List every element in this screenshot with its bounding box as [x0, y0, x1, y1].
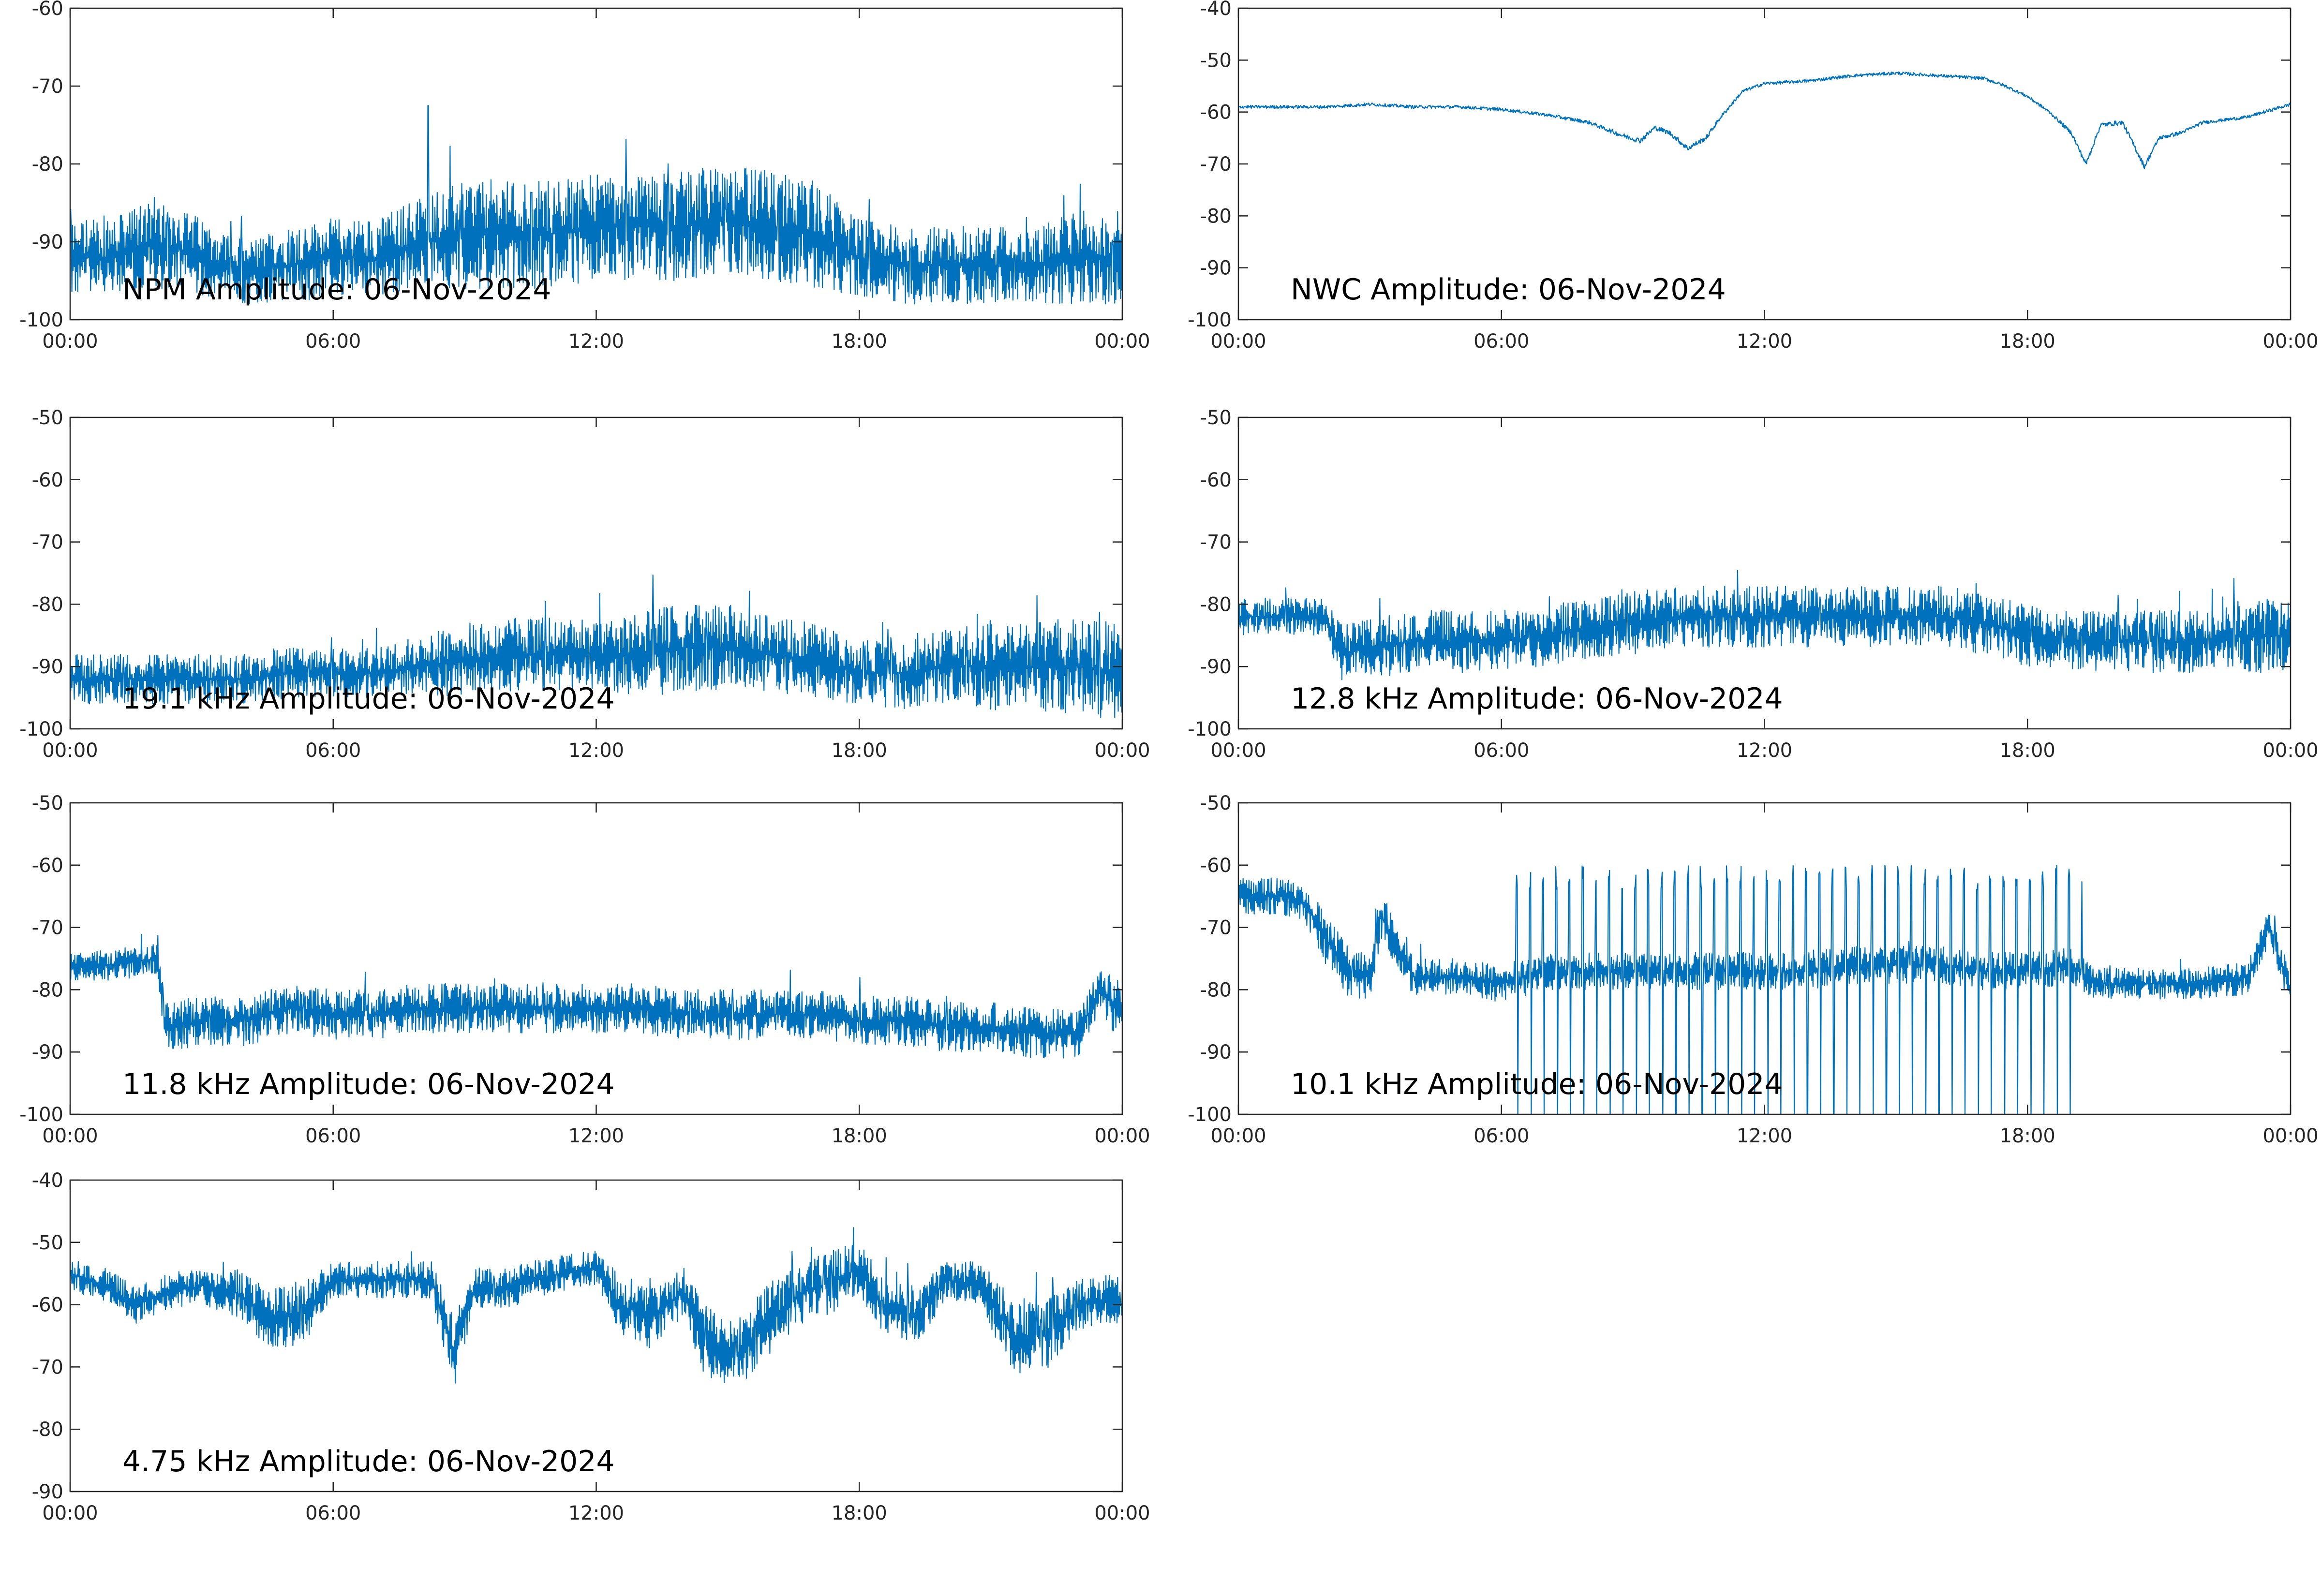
x-tick-label: 00:00 — [2262, 1125, 2318, 1147]
y-tick-label: -80 — [1200, 979, 1232, 1001]
x-tick-label: 00:00 — [1210, 330, 1266, 353]
y-tick-label: -60 — [1200, 855, 1232, 877]
series-line — [70, 1227, 1122, 1384]
y-tick-label: -40 — [1200, 0, 1232, 20]
x-tick-label: 12:00 — [568, 739, 624, 762]
series-line — [70, 105, 1122, 305]
x-tick-label: 18:00 — [832, 739, 887, 762]
y-tick-label: -60 — [32, 855, 63, 877]
x-tick-label: 12:00 — [1737, 330, 1792, 353]
series-line — [1238, 865, 2291, 1114]
x-tick-label: 06:00 — [1474, 330, 1529, 353]
y-tick-label: -80 — [32, 153, 63, 176]
x-tick-label: 00:00 — [2262, 330, 2318, 353]
y-tick-label: -100 — [1188, 718, 1232, 740]
x-tick-label: 00:00 — [1094, 1125, 1150, 1147]
y-tick-label: -50 — [1200, 407, 1232, 429]
chart-panel-4: 00:00 06:00 12:00 18:00 00:00 -50 -60 -70 -80 -90… — [1188, 407, 2318, 762]
y-tick-label: -80 — [1200, 205, 1232, 227]
x-tick-label: 18:00 — [832, 330, 887, 353]
x-tick-label: 12:00 — [568, 1125, 624, 1147]
y-tick-label: -50 — [32, 407, 63, 429]
y-tick-label: -70 — [32, 917, 63, 939]
y-tick-label: -50 — [1200, 49, 1232, 72]
x-tick-label: 18:00 — [2000, 330, 2055, 353]
x-tick-label: 00:00 — [42, 1502, 98, 1524]
y-tick-label: -40 — [32, 1169, 63, 1192]
series-line — [70, 934, 1122, 1059]
y-tick-label: -90 — [1200, 257, 1232, 280]
series-line — [70, 574, 1122, 718]
y-tick-label: -90 — [1200, 1041, 1232, 1064]
y-tick-label: -70 — [32, 532, 63, 554]
y-tick-label: -60 — [32, 1294, 63, 1316]
x-tick-label: 12:00 — [1737, 1125, 1792, 1147]
y-tick-label: -70 — [1200, 153, 1232, 176]
panel-title: 10.1 kHz Amplitude: 06-Nov-2024 — [1291, 1067, 1783, 1101]
panel-title: 11.8 kHz Amplitude: 06-Nov-2024 — [122, 1067, 615, 1101]
chart-panel-5: 00:00 06:00 12:00 18:00 00:00 -50 -60 -70 -80 -90… — [19, 792, 1150, 1147]
chart-panel-1: 00:00 06:00 12:00 18:00 00:00 -60 -70 -80 -90 -10… — [19, 0, 1150, 353]
chart-panel-3: 00:00 06:00 12:00 18:00 00:00 -50 -60 -70 -80 -90… — [19, 407, 1150, 762]
y-tick-label: -60 — [1200, 469, 1232, 491]
y-tick-label: -90 — [32, 1041, 63, 1064]
y-tick-label: -80 — [32, 593, 63, 616]
y-tick-label: -100 — [19, 718, 63, 740]
series-line — [1238, 71, 2291, 169]
y-tick-label: -70 — [1200, 917, 1232, 939]
panel-title: NPM Amplitude: 06-Nov-2024 — [122, 273, 551, 307]
x-tick-label: 00:00 — [42, 1125, 98, 1147]
x-tick-label: 06:00 — [1474, 1125, 1529, 1147]
y-tick-label: -70 — [32, 75, 63, 98]
series-line — [1238, 570, 2291, 680]
x-tick-label: 06:00 — [305, 739, 361, 762]
x-tick-label: 00:00 — [1210, 1125, 1266, 1147]
y-tick-label: -100 — [19, 1104, 63, 1126]
y-tick-label: -60 — [1200, 102, 1232, 124]
x-tick-label: 12:00 — [568, 330, 624, 353]
chart-panel-2: 00:00 06:00 12:00 18:00 00:00 -40 -50 -60 -70 -80… — [1188, 0, 2318, 353]
y-tick-label: -50 — [1200, 792, 1232, 814]
x-tick-label: 12:00 — [568, 1502, 624, 1524]
x-tick-label: 00:00 — [1094, 739, 1150, 762]
chart-panel-6: 00:00 06:00 12:00 18:00 00:00 -50 -60 -70 -80 -90… — [1188, 792, 2318, 1147]
y-tick-label: -70 — [1200, 532, 1232, 554]
x-tick-label: 00:00 — [1094, 1502, 1150, 1524]
x-tick-label: 18:00 — [2000, 1125, 2055, 1147]
panel-title: NWC Amplitude: 06-Nov-2024 — [1291, 273, 1726, 307]
y-tick-label: -80 — [1200, 593, 1232, 616]
x-tick-label: 00:00 — [1210, 739, 1266, 762]
y-tick-label: -90 — [32, 656, 63, 678]
y-tick-label: -60 — [32, 469, 63, 491]
y-tick-label: -90 — [1200, 656, 1232, 678]
chart-panel-7: 00:00 06:00 12:00 18:00 00:00 -40 -50 -60 -70 -80… — [32, 1169, 1150, 1524]
x-tick-label: 12:00 — [1737, 739, 1792, 762]
y-tick-label: -90 — [32, 231, 63, 253]
panel-title: 12.8 kHz Amplitude: 06-Nov-2024 — [1291, 682, 1783, 716]
x-tick-label: 00:00 — [42, 330, 98, 353]
panel-title: 4.75 kHz Amplitude: 06-Nov-2024 — [122, 1445, 615, 1478]
y-tick-label: -80 — [32, 1419, 63, 1441]
y-tick-label: -90 — [32, 1481, 63, 1503]
x-tick-label: 18:00 — [832, 1502, 887, 1524]
x-tick-label: 00:00 — [42, 739, 98, 762]
y-tick-label: -50 — [32, 1232, 63, 1254]
x-tick-label: 00:00 — [2262, 739, 2318, 762]
x-tick-label: 06:00 — [305, 1125, 361, 1147]
x-tick-label: 18:00 — [832, 1125, 887, 1147]
x-tick-label: 06:00 — [1474, 739, 1529, 762]
x-tick-label: 00:00 — [1094, 330, 1150, 353]
x-tick-label: 06:00 — [305, 1502, 361, 1524]
y-tick-label: -100 — [1188, 309, 1232, 331]
y-tick-label: -50 — [32, 792, 63, 814]
x-tick-label: 18:00 — [2000, 739, 2055, 762]
x-tick-label: 06:00 — [305, 330, 361, 353]
y-tick-label: -70 — [32, 1356, 63, 1378]
y-tick-label: -100 — [19, 309, 63, 331]
y-tick-label: -60 — [32, 0, 63, 20]
y-tick-label: -100 — [1188, 1104, 1232, 1126]
y-tick-label: -80 — [32, 979, 63, 1001]
panel-title: 19.1 kHz Amplitude: 06-Nov-2024 — [122, 682, 615, 716]
